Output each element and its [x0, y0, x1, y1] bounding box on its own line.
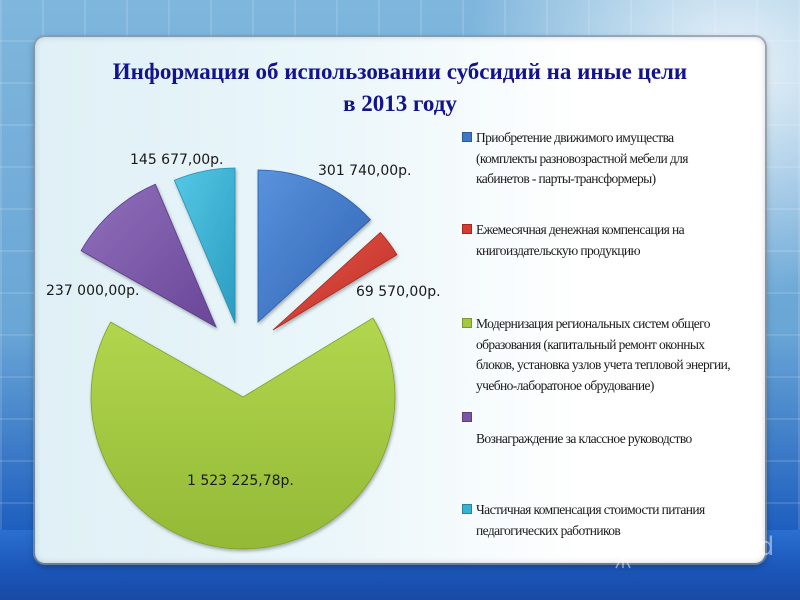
legend-swatch-cyan — [462, 504, 472, 514]
legend-swatch-blue — [462, 132, 472, 142]
pie-slice-green[interactable] — [90, 317, 396, 550]
watermark-logo-icon — [610, 537, 636, 569]
pie-slice-cyan[interactable] — [173, 167, 236, 324]
legend-swatch-green — [462, 318, 472, 328]
legend-text: кабинетов - парты-трансформеры) — [476, 171, 656, 186]
pie-slice-purple[interactable] — [80, 183, 217, 328]
legend-swatch-red — [462, 224, 472, 234]
legend-text — [476, 408, 776, 429]
legend-swatch-purple — [462, 412, 472, 422]
legend-text: Приобретение движимого имущества — [476, 130, 674, 145]
slide-title: Информация об использовании субсидий на … — [35, 56, 765, 120]
title-line-2: в 2013 году — [343, 91, 457, 116]
legend-text: учебно-лаборатоное обрудование) — [476, 377, 654, 393]
data-label-red: 69 570,00р. — [356, 284, 441, 300]
legend-text: Модернизация региональных систем общего — [476, 316, 711, 331]
legend-text: Ежемесячная денежная компенсация на — [476, 222, 685, 237]
watermark-text: MyShared — [645, 532, 775, 562]
legend-text: педагогических работников — [476, 522, 621, 538]
data-label-purple: 237 000,00р. — [46, 283, 140, 299]
pie-slice-blue[interactable] — [257, 169, 371, 323]
data-label-green: 1 523 225,78р. — [187, 473, 294, 489]
title-line-1: Информация об использовании субсидий на … — [112, 59, 688, 84]
data-label-blue: 301 740,00р. — [318, 163, 412, 179]
pie-slice-red[interactable] — [272, 231, 398, 331]
legend-text: книгоиздательскую продукцию — [476, 242, 641, 258]
legend-text: Вознаграждение за классное руководство — [476, 430, 692, 446]
legend-text: образования (капитальный ремонт оконных — [476, 336, 705, 352]
data-label-cyan: 145 677,00р. — [130, 152, 224, 168]
legend-text: блоков, установка узлов учета тепловой э… — [476, 357, 731, 372]
legend-text: Частичная компенсация стоимости питания — [476, 502, 705, 517]
legend-text: (комплекты разновозрастной мебели для — [476, 150, 688, 166]
